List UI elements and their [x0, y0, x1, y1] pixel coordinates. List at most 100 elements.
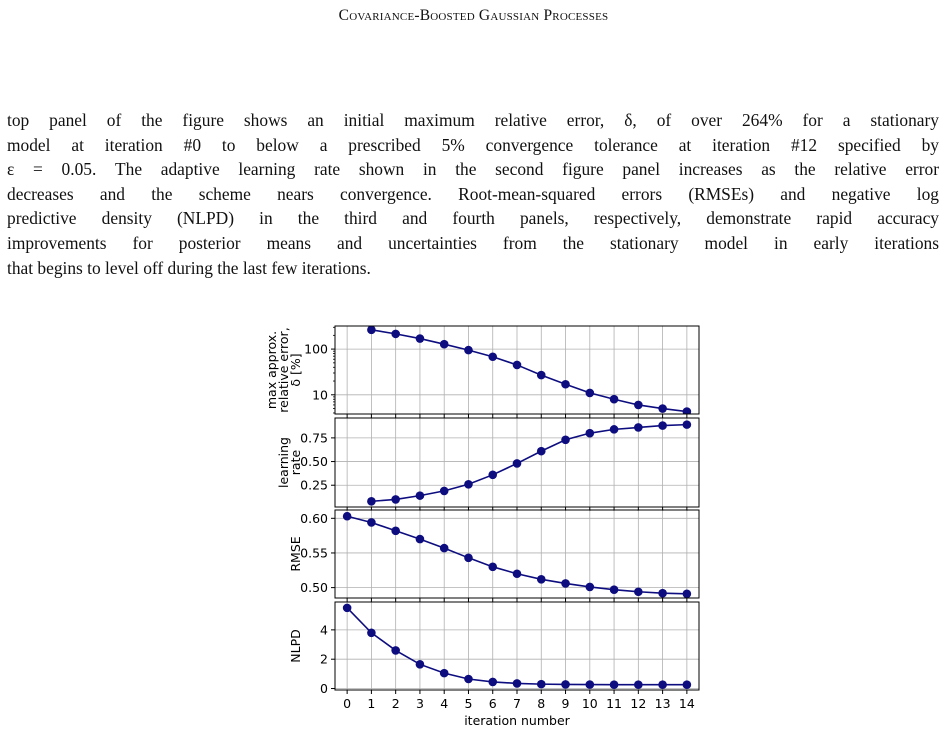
data-point [512, 679, 522, 688]
data-point [536, 370, 546, 380]
data-point [634, 587, 643, 597]
data-point [682, 680, 692, 690]
data-point [585, 582, 595, 592]
data-point [488, 677, 498, 687]
x-tick-label: 13 [655, 696, 671, 711]
data-point [342, 603, 352, 613]
data-point [391, 329, 400, 339]
x-tick-label: 12 [630, 696, 646, 711]
y-tick-label: 0.25 [300, 478, 328, 493]
panel-4: 0 2 4 NLPD [288, 601, 700, 696]
y-axis-label: RMSE [288, 536, 303, 571]
data-point [367, 628, 376, 638]
x-tick-label: 4 [440, 696, 448, 711]
data-point [488, 352, 498, 362]
data-point [488, 562, 498, 572]
panel-frame [334, 601, 700, 691]
x-tick-label: 2 [392, 696, 400, 711]
y-tick-label: 0.75 [300, 430, 328, 445]
data-point [561, 680, 570, 689]
x-tick-label: 0 [343, 696, 351, 711]
x-tick-label: 11 [606, 696, 622, 711]
x-axis-label: iteration number [464, 713, 570, 728]
running-header: Covariance-Boosted Gaussian Processes [338, 7, 609, 24]
paragraph-line: top panel of the figure shows an initial… [7, 110, 939, 130]
data-point [585, 680, 595, 689]
x-tick-label: 10 [582, 696, 598, 711]
y-tick-label: 100 [304, 342, 328, 357]
data-point [609, 394, 619, 404]
data-point [682, 589, 692, 598]
y-axis-label: δ [%] [288, 353, 303, 386]
x-tick-label: 7 [513, 696, 521, 711]
paragraph-line: ε = 0.05. The adaptive learning rate sho… [7, 159, 939, 180]
data-point [367, 326, 376, 335]
y-tick-label: 0.50 [300, 454, 328, 469]
data-point [415, 534, 425, 544]
data-point [585, 388, 595, 398]
y-tick-label: 10 [312, 387, 328, 402]
x-tick-label: 6 [489, 696, 497, 711]
y-axis-label: learning [276, 437, 291, 488]
data-point [512, 569, 522, 579]
paragraph-line: decreases and the scheme nears convergen… [7, 183, 939, 204]
y-tick-label: 0.60 [300, 511, 328, 526]
data-point [464, 674, 473, 684]
data-point [634, 423, 643, 432]
data-point [609, 425, 619, 434]
data-point [536, 574, 546, 584]
data-point [342, 511, 352, 521]
data-point [439, 543, 449, 553]
paragraph-line: model at iteration #0 to below a prescri… [7, 134, 939, 155]
x-tick-label: 3 [416, 696, 424, 711]
x-tick-label: 9 [562, 696, 570, 711]
y-tick-label: 4 [320, 622, 328, 637]
x-tick-label: 14 [679, 696, 695, 711]
x-tick-label: 8 [537, 696, 545, 711]
y-tick-label: 2 [320, 652, 328, 667]
body-paragraph: top panel of the figure shows an initial… [7, 108, 939, 280]
panel-frame [334, 417, 700, 508]
data-point [658, 588, 667, 598]
data-point [561, 435, 570, 445]
data-point [658, 404, 667, 413]
data-point [464, 345, 473, 355]
data-point [682, 407, 692, 414]
data-point [415, 491, 425, 500]
data-point [415, 334, 425, 343]
y-tick-label: 0.50 [300, 580, 328, 595]
data-point [415, 660, 425, 669]
data-point [585, 428, 595, 438]
data-point [391, 495, 400, 504]
data-point [391, 646, 400, 655]
paragraph-line: improvements for posterior means and unc… [7, 232, 939, 253]
y-tick-label: 0 [320, 681, 328, 696]
data-point [634, 680, 643, 690]
data-point [439, 668, 449, 678]
data-point [391, 526, 400, 536]
y-axis-label: max approx. [264, 331, 279, 409]
data-point [658, 680, 667, 690]
series-line [371, 423, 687, 503]
panel-3: 0.50 0.55 0.60 RMSE [288, 509, 700, 602]
y-tick-label: 0.55 [300, 545, 328, 560]
panel-frame [334, 509, 700, 599]
data-point [512, 360, 522, 370]
data-point [536, 446, 546, 456]
data-point [439, 339, 449, 349]
data-point [464, 553, 473, 563]
data-point [439, 486, 449, 496]
panel-frame [334, 325, 700, 415]
data-point [488, 470, 498, 480]
data-point [367, 518, 376, 527]
x-tick-label: 5 [464, 696, 472, 711]
data-point [609, 585, 619, 594]
panel-1: 10 100 max approx.relative error,δ [%] [264, 325, 700, 418]
data-point [609, 680, 619, 690]
data-point [367, 497, 376, 506]
data-point [561, 579, 570, 588]
paragraph-line: that begins to level off during the last… [7, 257, 371, 278]
data-point [658, 421, 667, 430]
paragraph-line: predictive density (NLPD) in the third a… [7, 208, 939, 229]
